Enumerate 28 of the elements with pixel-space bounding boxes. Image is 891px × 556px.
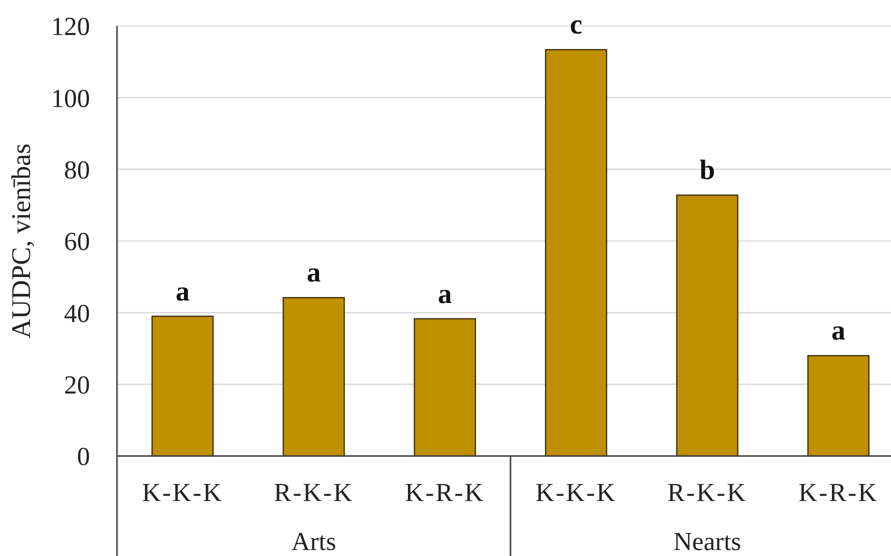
x-tick-label: K-K-K bbox=[142, 478, 224, 507]
bar bbox=[544, 49, 608, 457]
data-label: a bbox=[306, 258, 321, 289]
x-tick-label: R-K-K bbox=[274, 478, 354, 507]
x-tick-label: K-K-K bbox=[536, 478, 617, 507]
data-label: a bbox=[176, 276, 190, 308]
y-axis-title: AUDPC, vienības bbox=[6, 144, 36, 338]
bar bbox=[151, 316, 214, 457]
y-tick-label: 100 bbox=[51, 84, 90, 113]
x-tick-label: R-K-K bbox=[667, 478, 748, 507]
y-tick-label: 80 bbox=[64, 155, 90, 184]
y-tick-label: 0 bbox=[77, 442, 90, 472]
bar bbox=[676, 194, 738, 457]
bar bbox=[807, 355, 870, 457]
data-label: a bbox=[438, 278, 452, 310]
y-tick-label: 120 bbox=[51, 12, 90, 42]
text: Arts bbox=[291, 527, 336, 556]
y-tick-label: 60 bbox=[64, 227, 90, 256]
data-label: c bbox=[570, 10, 582, 41]
x-tick-label: K-R-K bbox=[798, 478, 878, 507]
y-tick-label: 40 bbox=[64, 298, 90, 328]
data-label: a bbox=[831, 316, 846, 347]
bar bbox=[282, 297, 345, 457]
y-tick-label: 20 bbox=[64, 370, 90, 400]
x-tick-label: K-R-K bbox=[405, 478, 485, 507]
bar bbox=[414, 318, 476, 457]
text: Nearts bbox=[673, 527, 742, 556]
data-label: b bbox=[699, 155, 716, 186]
